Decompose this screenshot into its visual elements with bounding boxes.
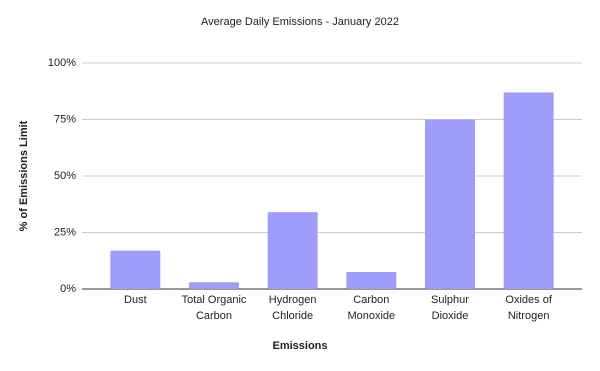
y-tick-label: 50% xyxy=(54,170,76,182)
bar xyxy=(346,272,397,289)
x-tick-label: Total Organic Carbon xyxy=(181,294,247,322)
x-axis-title: Emissions xyxy=(272,340,327,352)
x-tick-label: Sulphur Dioxide xyxy=(431,294,469,322)
y-tick-label: 25% xyxy=(54,226,76,238)
bar xyxy=(110,250,161,289)
x-tick-label: Dust xyxy=(124,294,147,306)
bar xyxy=(189,282,239,289)
x-tick-label: Hydrogen Chloride xyxy=(268,294,317,322)
bar xyxy=(267,212,318,289)
bar xyxy=(503,92,554,289)
y-axis-title: % of Emissions Limit xyxy=(18,120,30,231)
chart-title: Average Daily Emissions - January 2022 xyxy=(201,16,399,28)
y-tick-label: 0% xyxy=(60,283,76,295)
bar xyxy=(425,119,475,289)
y-tick-label: 75% xyxy=(54,113,76,125)
x-tick-label: Carbon Monoxide xyxy=(347,294,396,322)
y-tick-label: 100% xyxy=(48,57,76,69)
x-tick-label: Oxides of Nitrogen xyxy=(505,294,552,322)
